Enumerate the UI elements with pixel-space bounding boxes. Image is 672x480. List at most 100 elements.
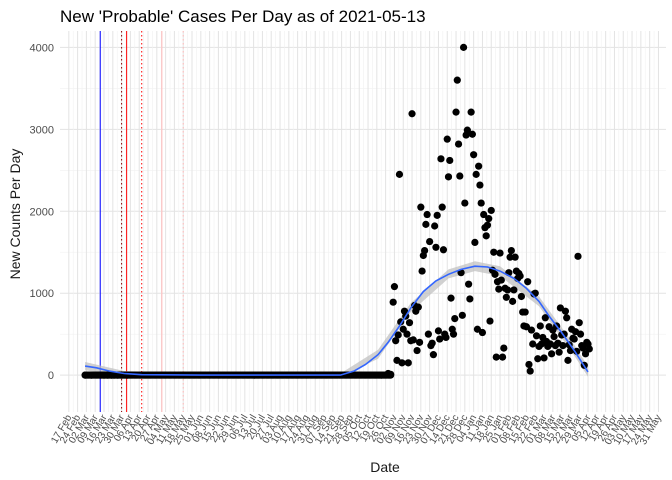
data-point xyxy=(414,303,422,311)
data-point xyxy=(429,351,438,359)
data-point xyxy=(387,370,395,378)
data-point xyxy=(480,210,488,219)
data-point xyxy=(579,344,587,352)
data-point xyxy=(491,270,499,278)
data-point xyxy=(467,108,475,116)
data-point xyxy=(432,243,440,251)
data-point xyxy=(573,347,581,355)
data-point xyxy=(403,330,411,338)
data-point xyxy=(451,314,459,323)
data-point xyxy=(395,170,404,178)
data-point xyxy=(87,371,96,379)
data-point xyxy=(487,206,495,215)
data-point xyxy=(559,342,567,350)
data-point xyxy=(424,330,432,338)
data-point xyxy=(555,348,563,356)
data-point xyxy=(454,140,463,148)
data-point xyxy=(428,339,436,347)
data-point xyxy=(413,346,421,355)
data-point xyxy=(444,173,453,181)
data-point xyxy=(433,211,441,219)
chart-title: New 'Probable' Cases Per Day as of 2021-… xyxy=(60,7,426,26)
data-point xyxy=(449,330,458,338)
data-point xyxy=(506,253,514,261)
data-point xyxy=(482,232,490,240)
data-point xyxy=(443,135,451,143)
data-point xyxy=(540,354,548,362)
data-point xyxy=(561,307,570,315)
data-point xyxy=(398,359,406,367)
y-tick-label: 1000 xyxy=(30,288,54,300)
data-point xyxy=(81,371,89,379)
data-point xyxy=(486,317,494,325)
data-point xyxy=(437,155,445,163)
data-point xyxy=(581,350,590,358)
data-point xyxy=(574,252,582,260)
data-point xyxy=(498,353,507,361)
data-point xyxy=(524,278,532,286)
data-point xyxy=(453,76,461,84)
data-point xyxy=(510,286,518,294)
data-point xyxy=(492,353,500,361)
data-point xyxy=(496,249,504,257)
data-point xyxy=(521,308,529,316)
smooth-trend-line xyxy=(84,265,589,376)
data-point xyxy=(422,220,430,228)
data-point xyxy=(438,203,446,211)
data-point xyxy=(547,350,556,358)
data-point xyxy=(550,333,558,341)
data-point xyxy=(452,108,460,116)
data-point xyxy=(417,203,425,211)
data-point xyxy=(575,319,583,327)
data-point xyxy=(541,314,549,322)
data-point xyxy=(564,356,572,364)
data-point xyxy=(576,330,585,338)
data-point xyxy=(436,335,444,343)
y-tick-label: 0 xyxy=(48,370,54,382)
data-point xyxy=(458,311,466,319)
data-point xyxy=(502,293,510,301)
data-point xyxy=(470,151,478,159)
data-point xyxy=(456,172,464,180)
data-point xyxy=(408,110,416,118)
data-point xyxy=(472,170,480,178)
data-point xyxy=(570,335,578,343)
data-point xyxy=(507,246,515,255)
data-point xyxy=(463,126,471,134)
data-point xyxy=(461,199,469,207)
data-point xyxy=(399,325,407,333)
data-point xyxy=(439,246,448,254)
grid-lines xyxy=(60,31,666,412)
smooth-line xyxy=(84,265,589,376)
data-point xyxy=(421,246,429,255)
data-point xyxy=(476,181,484,189)
data-point xyxy=(434,327,443,335)
y-axis-ticks: 0 1000 2000 3000 4000 xyxy=(30,42,54,382)
data-point xyxy=(490,248,498,256)
data-point xyxy=(532,332,541,340)
reference-lines xyxy=(99,31,184,412)
data-point xyxy=(500,344,508,352)
data-point xyxy=(563,314,571,322)
data-point xyxy=(418,267,426,275)
data-point xyxy=(517,292,526,301)
data-point xyxy=(536,322,544,330)
data-point xyxy=(529,340,537,348)
y-tick-label: 4000 xyxy=(30,42,54,54)
data-point xyxy=(431,222,439,230)
data-point xyxy=(446,156,454,165)
data-point xyxy=(471,238,479,246)
data-point xyxy=(497,276,505,284)
data-point xyxy=(405,319,414,327)
data-point xyxy=(526,367,534,375)
data-point xyxy=(415,338,424,346)
data-point xyxy=(478,328,487,337)
data-point xyxy=(465,280,473,288)
data-point xyxy=(477,199,485,207)
data-point xyxy=(509,297,517,305)
data-point xyxy=(485,215,493,223)
y-axis-title: New Counts Per Day xyxy=(7,149,23,280)
data-point xyxy=(426,237,434,246)
